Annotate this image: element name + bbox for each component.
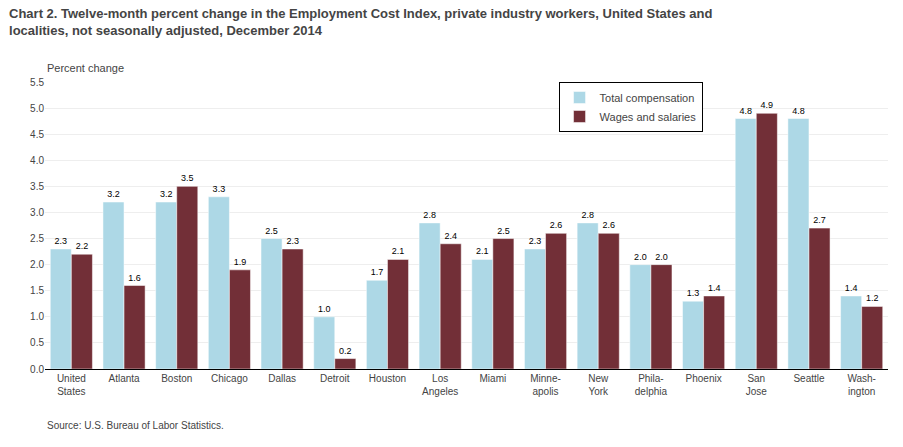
svg-text:2.6: 2.6	[550, 220, 563, 230]
svg-text:1.0: 1.0	[30, 311, 44, 322]
svg-text:3.3: 3.3	[213, 184, 226, 194]
svg-text:Atlanta: Atlanta	[108, 373, 140, 384]
svg-text:Minne-apolis: Minne-apolis	[530, 373, 561, 397]
svg-text:0.5: 0.5	[30, 337, 44, 348]
svg-text:1.0: 1.0	[318, 304, 331, 314]
svg-text:2.4: 2.4	[444, 231, 457, 241]
svg-text:1.5: 1.5	[30, 285, 44, 296]
svg-text:Phila-delphia: Phila-delphia	[635, 373, 668, 397]
svg-text:1.4: 1.4	[708, 283, 721, 293]
svg-text:Phoenix: Phoenix	[686, 373, 722, 384]
svg-text:2.7: 2.7	[813, 215, 826, 225]
svg-text:Wash-ington: Wash-ington	[847, 373, 876, 397]
svg-text:Seattle: Seattle	[793, 373, 825, 384]
svg-text:3.2: 3.2	[107, 189, 120, 199]
svg-text:Boston: Boston	[161, 373, 192, 384]
svg-text:Detroit: Detroit	[320, 373, 350, 384]
svg-text:SanJose: SanJose	[746, 373, 768, 397]
svg-text:2.0: 2.0	[655, 252, 668, 262]
svg-text:4.8: 4.8	[739, 106, 752, 116]
svg-text:2.3: 2.3	[529, 236, 542, 246]
svg-text:Source: U.S. Bureau of Labor S: Source: U.S. Bureau of Labor Statistics.	[47, 420, 224, 431]
svg-text:1.2: 1.2	[866, 293, 879, 303]
svg-text:2.1: 2.1	[392, 246, 405, 256]
svg-text:Miami: Miami	[480, 373, 507, 384]
svg-text:4.0: 4.0	[30, 155, 44, 166]
svg-text:2.5: 2.5	[30, 233, 44, 244]
svg-text:0.0: 0.0	[30, 364, 44, 375]
svg-text:4.5: 4.5	[30, 129, 44, 140]
svg-text:Houston: Houston	[369, 373, 406, 384]
svg-text:Dallas: Dallas	[268, 373, 296, 384]
svg-text:4.9: 4.9	[761, 100, 774, 110]
svg-text:Chart 2. Twelve-month percent: Chart 2. Twelve-month percent change in …	[9, 6, 712, 38]
svg-text:NewYork: NewYork	[588, 373, 609, 397]
svg-text:1.4: 1.4	[845, 283, 858, 293]
svg-text:2.8: 2.8	[581, 210, 594, 220]
svg-text:LosAngeles: LosAngeles	[422, 373, 458, 397]
svg-text:2.0: 2.0	[30, 259, 44, 270]
svg-text:2.8: 2.8	[423, 210, 436, 220]
svg-text:1.6: 1.6	[128, 273, 141, 283]
svg-text:5.0: 5.0	[30, 103, 44, 114]
svg-text:2.6: 2.6	[602, 220, 615, 230]
svg-text:3.0: 3.0	[30, 207, 44, 218]
svg-text:3.5: 3.5	[30, 181, 44, 192]
svg-text:2.2: 2.2	[76, 241, 89, 251]
svg-text:UnitedStates: UnitedStates	[57, 373, 86, 397]
svg-text:0.2: 0.2	[339, 346, 352, 356]
svg-text:2.5: 2.5	[265, 226, 278, 236]
svg-text:5.5: 5.5	[30, 77, 44, 88]
svg-text:1.7: 1.7	[371, 267, 384, 277]
svg-text:Wages and salaries: Wages and salaries	[600, 111, 697, 123]
svg-text:Total compensation: Total compensation	[600, 92, 695, 104]
svg-text:Percent change: Percent change	[47, 62, 124, 74]
svg-text:3.2: 3.2	[160, 189, 173, 199]
svg-text:2.0: 2.0	[634, 252, 647, 262]
svg-text:2.3: 2.3	[286, 236, 299, 246]
svg-text:3.5: 3.5	[181, 173, 194, 183]
svg-text:1.9: 1.9	[234, 257, 247, 267]
svg-text:1.3: 1.3	[687, 288, 700, 298]
svg-text:4.8: 4.8	[792, 106, 805, 116]
svg-text:2.3: 2.3	[55, 236, 68, 246]
svg-text:2.5: 2.5	[497, 226, 510, 236]
svg-text:Chicago: Chicago	[211, 373, 248, 384]
svg-text:2.1: 2.1	[476, 246, 489, 256]
